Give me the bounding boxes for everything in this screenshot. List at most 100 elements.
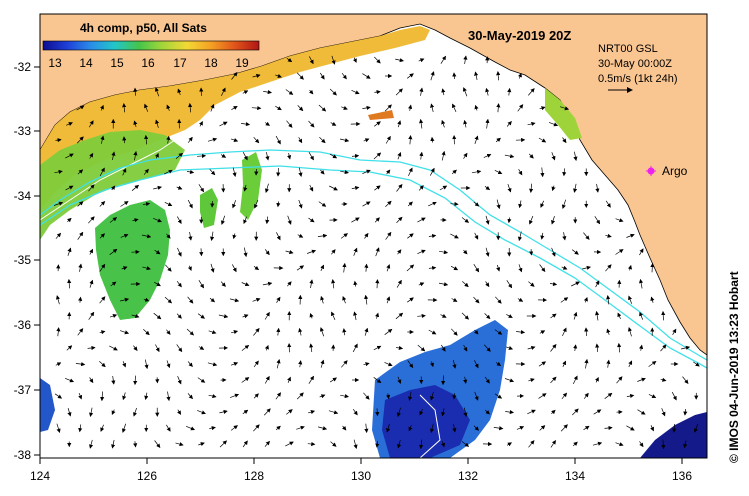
current-vector-arrow: [485, 247, 490, 257]
x-tick-label: 130: [351, 469, 371, 483]
current-vector-arrow: [450, 233, 459, 239]
current-vector-arrow: [241, 344, 250, 351]
current-vector-arrow: [100, 135, 105, 144]
current-vector-arrow: [55, 138, 62, 143]
current-vector-arrow: [329, 88, 337, 96]
current-vector-arrow: [77, 169, 84, 175]
current-vector-arrow: [119, 330, 130, 335]
current-vector-arrow: [186, 328, 195, 336]
current-vector-arrow: [330, 121, 337, 126]
current-vector-arrow: [308, 56, 314, 65]
current-vector-arrow: [373, 152, 382, 160]
current-vector-arrow: [493, 426, 504, 431]
current-vector-arrow: [462, 281, 469, 288]
current-vector-arrow: [627, 264, 633, 271]
current-vector-arrow: [540, 232, 545, 240]
current-vector-arrow: [166, 329, 171, 335]
plot-area: Argo 30-May-2019 20Z NRT00 GSL 30-May 00…: [40, 14, 707, 458]
composite-label: 4h comp, p50, All Sats: [80, 21, 207, 35]
colorbar-tick-label: 15: [110, 56, 124, 70]
current-vector-arrow: [207, 137, 218, 142]
current-vector-arrow: [397, 440, 402, 449]
y-tick-label: -33: [14, 124, 32, 138]
current-vector-arrow: [639, 248, 644, 256]
current-vector-arrow: [56, 327, 61, 337]
current-vector-arrow: [296, 265, 305, 271]
current-vector-arrow: [54, 169, 63, 174]
current-vector-arrow: [495, 137, 501, 143]
current-vector-arrow: [165, 264, 172, 272]
current-vector-arrow: [133, 120, 138, 127]
current-vector-arrow: [419, 408, 424, 416]
current-vector-arrow: [384, 362, 393, 367]
current-vector-arrow: [197, 410, 206, 415]
current-vector-arrow: [154, 249, 161, 255]
current-vector-arrow: [331, 249, 336, 255]
current-vector-arrow: [99, 233, 105, 239]
current-vector-arrow: [77, 201, 84, 207]
current-vector-arrow: [88, 216, 95, 224]
current-vector-arrow: [253, 393, 259, 399]
current-vector-arrow: [452, 72, 457, 80]
current-vector-arrow: [451, 297, 458, 302]
current-vector-arrow: [484, 409, 490, 415]
current-vector-arrow: [418, 58, 425, 63]
current-vector-arrow: [516, 329, 526, 335]
current-vector-arrow: [639, 344, 644, 351]
current-vector-arrow: [253, 360, 259, 368]
current-vector-arrow: [88, 311, 95, 320]
current-vector-arrow: [362, 105, 371, 111]
current-vector-arrow: [518, 200, 523, 209]
current-vector-arrow: [528, 378, 535, 383]
current-vector-arrow: [242, 90, 249, 95]
current-vector-arrow: [153, 217, 162, 223]
current-vector-arrow: [252, 297, 261, 302]
current-vector-arrow: [639, 311, 644, 320]
current-vector-arrow: [264, 440, 270, 447]
colorbar-tick-label: 18: [204, 56, 218, 70]
current-vector-arrow: [504, 154, 515, 159]
current-vector-arrow: [528, 215, 534, 225]
current-vector-arrow: [461, 217, 470, 223]
current-vector-arrow: [496, 103, 501, 113]
current-vector-arrow: [385, 135, 391, 144]
current-vector-arrow: [463, 249, 468, 255]
current-vector-arrow: [331, 311, 336, 321]
current-vector-arrow: [395, 312, 404, 320]
colorbar-tick-label: 14: [79, 56, 93, 70]
current-vector-arrow: [285, 89, 294, 95]
current-vector-arrow: [209, 297, 216, 303]
current-vector-arrow: [253, 424, 260, 432]
current-vector-arrow: [594, 216, 601, 225]
current-vector-arrow: [229, 298, 240, 303]
current-vector-arrow: [681, 345, 691, 350]
current-vector-arrow: [417, 249, 426, 255]
y-tick-label: -32: [14, 60, 32, 74]
current-vector-arrow: [231, 105, 238, 111]
current-vector-arrow: [650, 425, 654, 432]
current-vector-arrow: [100, 104, 104, 111]
colorbar-ticks: 13 14 15 16 17 18 19: [48, 56, 249, 70]
current-vector-arrow: [166, 424, 171, 432]
current-vector-arrow: [594, 376, 599, 383]
current-vector-arrow: [166, 233, 171, 239]
current-vector-arrow: [364, 263, 369, 272]
current-vector-arrow: [198, 345, 205, 350]
current-vector-arrow: [583, 296, 588, 303]
current-vector-arrow: [573, 151, 578, 161]
current-vector-arrow: [606, 359, 611, 368]
current-vector-arrow: [308, 410, 316, 415]
current-vector-arrow: [419, 87, 424, 96]
current-vector-arrow: [418, 282, 425, 287]
current-vector-arrow: [661, 408, 666, 417]
current-vector-arrow: [88, 184, 95, 192]
current-vector-arrow: [385, 231, 392, 240]
current-vector-arrow: [406, 264, 415, 272]
current-vector-arrow: [617, 312, 622, 320]
current-vector-arrow: [153, 185, 162, 190]
x-tick-label: 136: [672, 469, 692, 483]
sst-patch-east-coast: [545, 88, 582, 140]
current-vector-arrow: [560, 297, 569, 303]
current-vector-arrow: [319, 137, 326, 144]
current-vector-arrow: [276, 327, 281, 336]
